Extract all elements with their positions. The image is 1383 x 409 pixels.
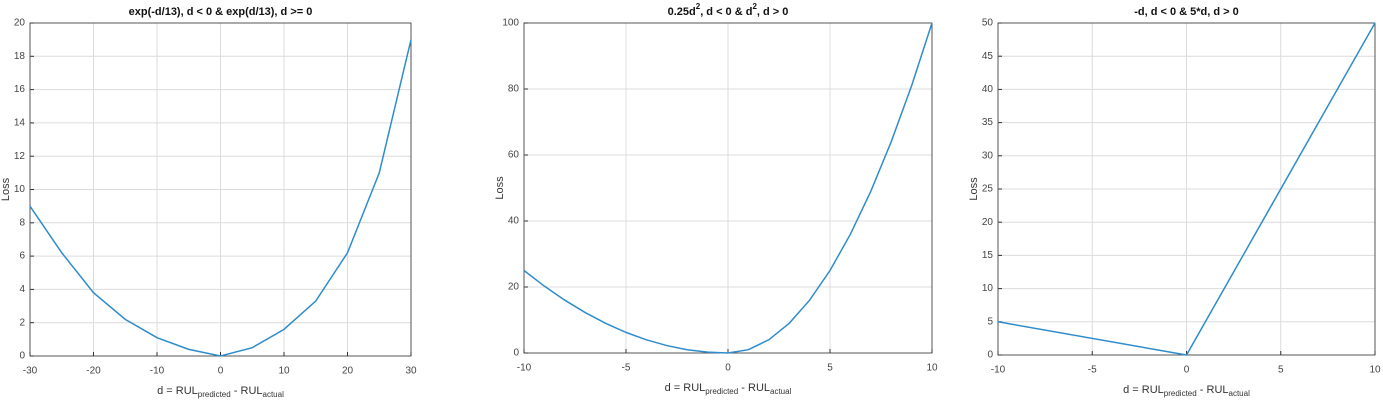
y-tick-label: 6 bbox=[19, 251, 25, 262]
y-axis-label: Loss bbox=[0, 177, 12, 201]
x-axis-label: d = RULpredicted - RULactual bbox=[1123, 384, 1250, 398]
y-axis-label-run: Loss bbox=[0, 177, 12, 201]
y-tick-label: 80 bbox=[508, 84, 520, 95]
chart-title-sup: 2 bbox=[752, 2, 757, 11]
x-tick-label: 30 bbox=[405, 366, 417, 377]
x-axis-label-sub: predicted bbox=[705, 387, 738, 396]
x-axis-label-run: d = RUL bbox=[1123, 384, 1164, 396]
y-tick-label: 14 bbox=[14, 118, 26, 129]
x-tick-label: 0 bbox=[1184, 365, 1190, 376]
x-axis-label-sub: predicted bbox=[198, 390, 231, 399]
chart-title: -d, d < 0 & 5*d, d > 0 bbox=[1134, 6, 1239, 18]
data-line bbox=[997, 22, 1376, 356]
y-tick-label: 50 bbox=[982, 18, 994, 29]
y-tick-label: 60 bbox=[508, 150, 520, 161]
y-tick-label: 16 bbox=[14, 84, 26, 95]
y-tick-label: 0 bbox=[513, 348, 519, 359]
y-tick-label: 25 bbox=[982, 184, 994, 195]
x-tick-label: -5 bbox=[1088, 365, 1097, 376]
x-axis-label: d = RULpredicted - RULactual bbox=[665, 382, 792, 396]
y-tick-label: 35 bbox=[982, 117, 994, 128]
y-tick-label: 30 bbox=[982, 150, 994, 161]
x-tick-label: -30 bbox=[23, 366, 38, 377]
x-tick-label: 5 bbox=[1278, 365, 1284, 376]
y-tick-label: 40 bbox=[982, 84, 994, 95]
x-axis-label-run: d = RUL bbox=[157, 385, 198, 397]
x-tick-label: 10 bbox=[926, 363, 938, 374]
x-axis-label-sub: predicted bbox=[1164, 389, 1197, 398]
x-axis-label-sub: actual bbox=[1229, 389, 1251, 398]
x-tick-label: 0 bbox=[218, 366, 224, 377]
data-line bbox=[29, 39, 412, 357]
x-axis-label-run: d = RUL bbox=[665, 382, 706, 394]
x-axis-label-sub: actual bbox=[263, 390, 285, 399]
y-tick-label: 40 bbox=[508, 216, 520, 227]
data-line bbox=[523, 22, 933, 354]
y-tick-label: 100 bbox=[502, 18, 519, 29]
y-tick-label: 5 bbox=[987, 316, 993, 327]
y-tick-label: 20 bbox=[14, 18, 26, 29]
y-tick-label: 8 bbox=[19, 217, 25, 228]
y-tick-label: 18 bbox=[14, 51, 26, 62]
chart-title-run: -d, d < 0 & 5*d, d > 0 bbox=[1134, 6, 1239, 18]
y-tick-label: 12 bbox=[14, 151, 26, 162]
x-tick-label: 0 bbox=[725, 363, 731, 374]
x-tick-label: -10 bbox=[991, 365, 1006, 376]
y-tick-label: 15 bbox=[982, 250, 994, 261]
chart-title: 0.25d2, d < 0 & d2, d > 0 bbox=[668, 2, 789, 18]
x-tick-label: 5 bbox=[827, 363, 833, 374]
chart-title-sup: 2 bbox=[696, 2, 701, 11]
y-axis-label: Loss bbox=[494, 176, 506, 200]
chart-title-run: exp(-d/13), d < 0 & exp(d/13), d >= 0 bbox=[129, 6, 313, 18]
chart-title-run: 0.25d bbox=[668, 6, 696, 18]
y-tick-label: 10 bbox=[14, 184, 26, 195]
x-tick-label: -10 bbox=[150, 366, 165, 377]
x-tick-label: -10 bbox=[517, 363, 532, 374]
y-axis-label-run: Loss bbox=[968, 177, 980, 201]
x-tick-label: -20 bbox=[86, 366, 101, 377]
y-tick-label: 0 bbox=[987, 350, 993, 361]
y-tick-label: 45 bbox=[982, 51, 994, 62]
x-axis-label-sub: actual bbox=[770, 387, 792, 396]
y-tick-label: 0 bbox=[19, 351, 25, 362]
chart-title-run: , d > 0 bbox=[757, 6, 789, 18]
y-tick-label: 10 bbox=[982, 283, 994, 294]
y-axis-label-run: Loss bbox=[494, 176, 506, 200]
y-axis-label: Loss bbox=[968, 177, 980, 201]
y-tick-label: 20 bbox=[508, 282, 520, 293]
y-tick-label: 2 bbox=[19, 317, 25, 328]
y-tick-label: 20 bbox=[982, 217, 994, 228]
chart-title-run: , d < 0 & d bbox=[700, 6, 752, 18]
x-tick-label: 10 bbox=[278, 366, 290, 377]
x-axis-label-run: - RUL bbox=[231, 385, 263, 397]
x-axis-label-run: - RUL bbox=[738, 382, 770, 394]
x-tick-label: 10 bbox=[1369, 365, 1381, 376]
x-axis-label-run: - RUL bbox=[1197, 384, 1229, 396]
x-axis-label: d = RULpredicted - RULactual bbox=[157, 385, 284, 399]
x-tick-label: -5 bbox=[622, 363, 631, 374]
chart-title: exp(-d/13), d < 0 & exp(d/13), d >= 0 bbox=[129, 6, 313, 18]
x-tick-label: 20 bbox=[342, 366, 354, 377]
y-tick-label: 4 bbox=[19, 284, 25, 295]
